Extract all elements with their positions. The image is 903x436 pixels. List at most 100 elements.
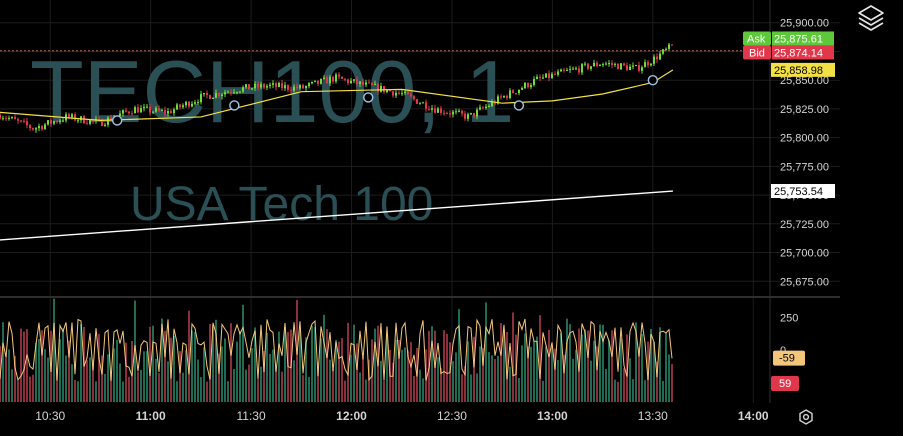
candle-body — [353, 79, 355, 81]
candle-body — [383, 86, 385, 93]
candle-body — [230, 91, 232, 93]
candle-body — [443, 112, 445, 114]
candle-body — [284, 85, 286, 89]
oscillator-bar — [122, 381, 124, 402]
oscillator-bar — [638, 347, 640, 402]
candle-body — [536, 76, 538, 79]
oscillator-bar — [98, 333, 100, 402]
candle-body — [413, 96, 415, 100]
oscillator-bar — [233, 369, 235, 402]
candle-body — [212, 97, 214, 99]
candle-body — [161, 109, 163, 111]
oscillator-bar-value: 59 — [779, 378, 791, 390]
candle-body — [584, 63, 586, 65]
oscillator-bar — [500, 323, 502, 402]
candle-body — [479, 107, 481, 110]
candle-body — [497, 96, 499, 104]
oscillator-bar — [332, 368, 334, 402]
candle-body — [581, 64, 583, 73]
candle-body — [122, 110, 124, 114]
candle-body — [251, 88, 253, 90]
candle-body — [380, 86, 382, 92]
candle-body — [254, 83, 256, 89]
candle-body — [125, 110, 127, 112]
candle-body — [260, 84, 262, 88]
candle-body — [653, 56, 655, 64]
time-tick-label: 12:30 — [437, 409, 467, 423]
oscillator-bar — [248, 364, 250, 402]
candle-body — [530, 85, 532, 88]
candle-body — [158, 108, 160, 111]
candle-body — [368, 82, 370, 84]
candle-body — [74, 114, 76, 121]
layers-icon[interactable] — [858, 5, 884, 31]
candle-body — [467, 114, 469, 119]
candle-body — [551, 73, 553, 79]
candle-body — [329, 76, 331, 84]
time-tick-label: 11:30 — [237, 409, 266, 423]
oscillator-line-value: -59 — [779, 353, 795, 365]
candle-body — [44, 124, 46, 130]
oscillator-bar — [110, 370, 112, 402]
oscillator-bar — [293, 360, 295, 402]
oscillator-bar — [536, 336, 538, 402]
candle-body — [233, 92, 235, 94]
candle-body — [518, 89, 520, 94]
ask-label: Ask — [747, 33, 766, 45]
slow-moving-average-line — [0, 190, 673, 241]
candle-body — [326, 77, 328, 84]
candle-body — [500, 96, 502, 98]
oscillator-bar — [545, 346, 547, 402]
oscillator-bar — [365, 379, 367, 402]
oscillator-bar — [161, 318, 163, 402]
candle-body — [446, 113, 448, 115]
oscillator-bar — [620, 338, 622, 402]
oscillator-bar — [44, 349, 46, 402]
oscillator-bar — [128, 376, 130, 402]
oscillator-bar — [560, 333, 562, 402]
oscillator-bar — [53, 298, 55, 402]
candle-body — [149, 106, 151, 113]
candle-body — [32, 128, 34, 130]
candle-body — [38, 126, 40, 129]
candle-body — [47, 120, 49, 125]
oscillator-bar — [575, 349, 577, 402]
oscillator-bar — [71, 364, 73, 402]
candle-body — [533, 78, 535, 86]
oscillator-bar — [212, 325, 214, 402]
oscillator-tick-label: 250 — [780, 313, 798, 325]
price-tick-label: 25,850.00 — [780, 75, 829, 87]
oscillator-bar — [473, 336, 475, 402]
candle-body — [569, 69, 571, 71]
candlesticks — [0, 42, 673, 133]
oscillator-bar — [455, 352, 457, 402]
candle-body — [20, 120, 22, 122]
settings-gear-icon[interactable] — [799, 409, 813, 425]
candle-body — [371, 82, 373, 86]
oscillator-bar — [407, 350, 409, 402]
oscillator-bar — [494, 359, 496, 402]
candle-body — [419, 103, 421, 105]
oscillator-bar — [317, 362, 319, 402]
candle-body — [608, 63, 610, 65]
oscillator-bar — [491, 355, 493, 402]
oscillator-bar — [257, 379, 259, 402]
candle-body — [59, 120, 61, 123]
oscillator-bar — [581, 334, 583, 402]
time-axis-ticks[interactable]: 10:30 11:00 11:30 12:00 12:30 13:00 13:30 14:00 — [35, 409, 769, 423]
candle-body — [524, 82, 526, 88]
candle-body — [527, 82, 529, 88]
candle-body — [146, 106, 148, 108]
candle-body — [218, 92, 220, 97]
price-tick-label: 25,900.00 — [780, 18, 829, 30]
oscillator-bar — [158, 373, 160, 402]
candle-body — [359, 81, 361, 84]
oscillator-bar — [137, 372, 139, 402]
candle-body — [164, 109, 166, 114]
candle-body — [491, 101, 493, 107]
candle-body — [611, 63, 613, 65]
candle-body — [281, 82, 283, 89]
candle-body — [482, 107, 484, 109]
